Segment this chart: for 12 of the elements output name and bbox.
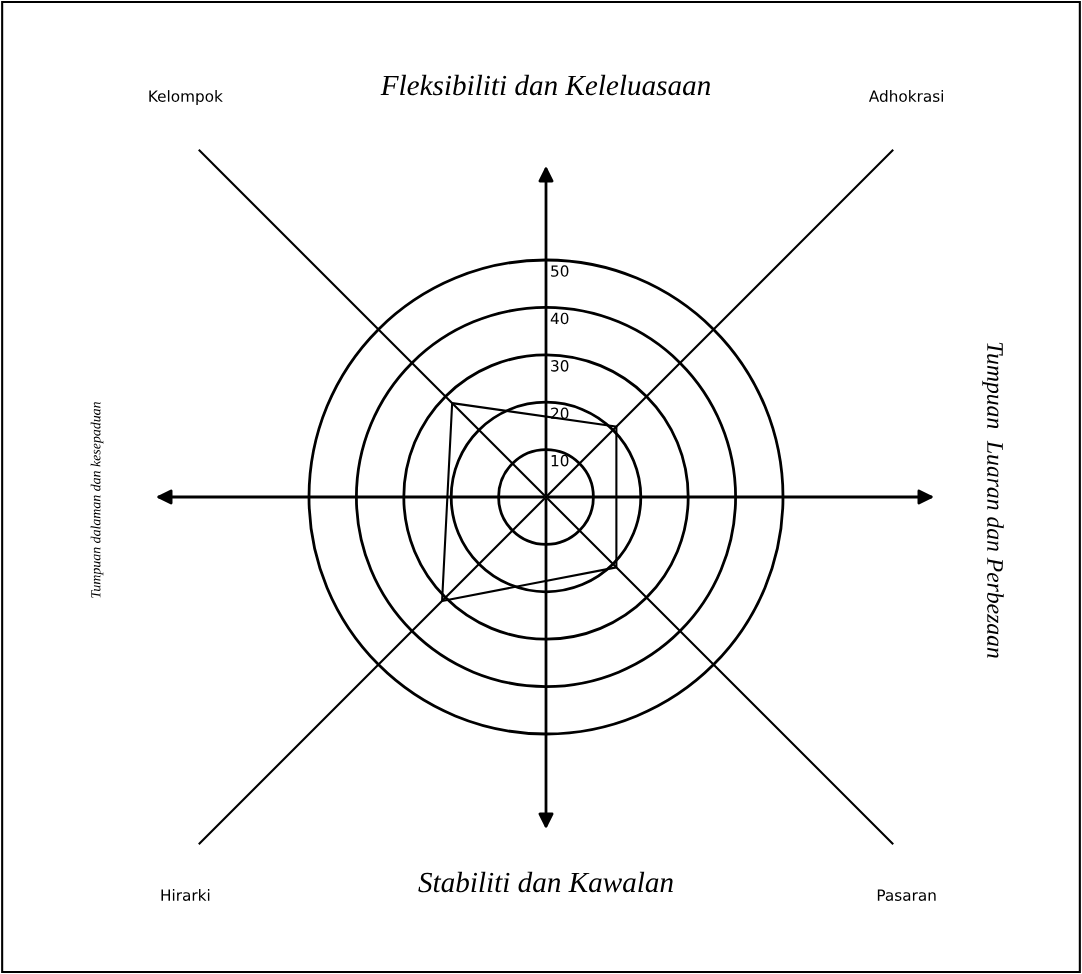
text: Tumpuan dalaman dan kesepaduan	[90, 402, 104, 598]
spoke-label: Hirarki	[161, 889, 210, 901]
y-tick-label: 10	[551, 454, 569, 467]
y-tick-label: 40	[550, 312, 569, 325]
spoke-label: Kelompok	[149, 90, 223, 105]
spoke-label: Adhokrasi	[868, 90, 943, 102]
text: Tumpuan Luaran dan Perbezaan	[982, 342, 1004, 658]
y-tick-label: 30	[551, 360, 569, 372]
text: Stabiliti dan Kawalan	[418, 871, 673, 893]
text: Fleksibiliti dan Keleluasaan	[380, 74, 711, 96]
y-tick-label: 50	[551, 265, 569, 277]
spoke-label: Pasaran	[877, 889, 936, 901]
